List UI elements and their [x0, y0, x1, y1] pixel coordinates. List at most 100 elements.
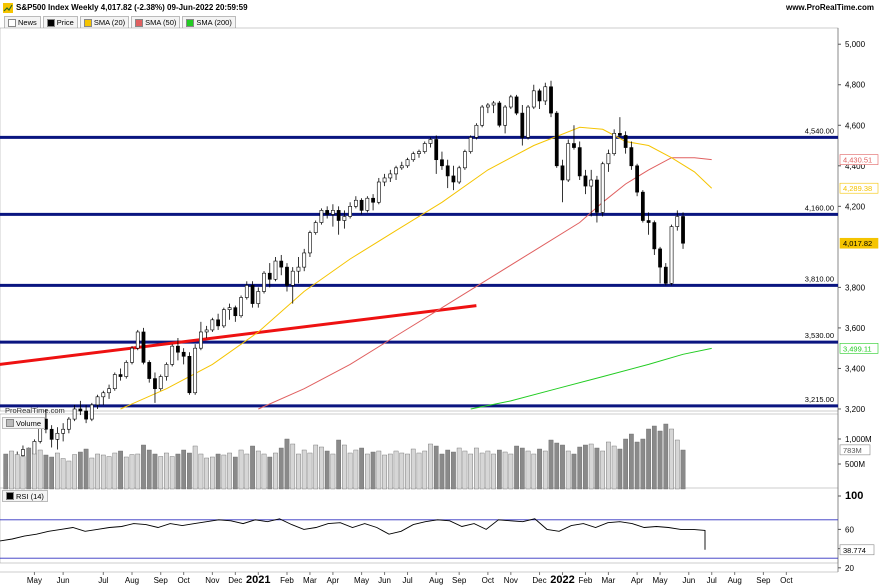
volume-bar	[141, 444, 146, 490]
candle-body	[566, 143, 571, 181]
volume-bar	[525, 450, 531, 490]
candle-body	[376, 181, 381, 203]
candle	[118, 368, 123, 381]
volume-bar	[3, 453, 9, 490]
volume-bar	[307, 452, 313, 490]
candle-body	[227, 307, 232, 310]
candle	[394, 165, 398, 180]
sma50-line	[258, 157, 712, 410]
volume-tick-label: 1,000M	[845, 435, 872, 444]
candle	[399, 161, 404, 170]
volume-bar	[583, 444, 588, 490]
candle	[101, 390, 106, 405]
candle-body	[675, 216, 680, 227]
volume-bar	[278, 447, 284, 490]
legend-swatch-icon	[8, 18, 16, 27]
candle-body	[130, 347, 134, 363]
candle-body	[600, 163, 605, 213]
volume-bar	[433, 445, 439, 490]
candle	[66, 417, 71, 434]
candle-body	[308, 232, 312, 254]
volume-bar	[588, 443, 594, 490]
candle-body	[331, 210, 335, 215]
volume-bar	[20, 456, 26, 490]
candle	[474, 123, 479, 140]
candle	[440, 151, 444, 170]
volume-bar	[273, 452, 278, 490]
volume-bar	[680, 449, 686, 490]
candle-body	[572, 143, 576, 148]
time-tick-label: Oct	[780, 576, 793, 585]
volume-bar	[169, 456, 175, 490]
volume-pane-label[interactable]: Volume	[2, 417, 46, 429]
candle	[158, 374, 163, 391]
candle	[537, 88, 542, 110]
volume-bar	[410, 448, 416, 490]
rsi-pane	[0, 487, 839, 564]
candle	[256, 287, 261, 308]
candle-body	[359, 199, 364, 211]
volume-bar	[43, 454, 49, 490]
candle	[675, 210, 680, 231]
time-tick-label: Dec	[228, 576, 242, 585]
candle	[658, 246, 662, 284]
rsi-pane-label[interactable]: RSI (14)	[2, 490, 48, 502]
candle-body	[72, 408, 77, 420]
site-url[interactable]: www.ProRealTime.com	[785, 3, 874, 12]
candle-body	[554, 112, 559, 167]
price-tick-label: 3,600	[845, 324, 866, 333]
candle-body	[577, 147, 582, 177]
volume-bar	[301, 449, 307, 490]
candle	[342, 210, 347, 229]
volume-bar	[261, 453, 267, 490]
candle-body	[107, 388, 111, 394]
time-tick-label: Nov	[504, 576, 518, 585]
volume-bar	[9, 450, 14, 490]
candle-body	[210, 319, 215, 331]
volume-bar	[296, 453, 301, 490]
candle-body	[158, 376, 163, 390]
volume-bar	[49, 456, 55, 490]
candle-body	[428, 139, 433, 144]
candle	[463, 149, 467, 170]
volume-bar	[456, 447, 462, 490]
time-tick-label: Aug	[429, 576, 443, 585]
candle	[554, 111, 559, 168]
time-tick-label: Sep	[452, 576, 467, 585]
rsi-badge	[839, 544, 875, 556]
legend-label: SMA (200)	[196, 18, 232, 27]
candle-body	[434, 139, 439, 161]
volume-bar	[89, 457, 95, 490]
candle	[221, 307, 226, 328]
candle	[497, 100, 502, 128]
candle-body	[135, 331, 140, 349]
volume-bar	[26, 447, 32, 490]
volume-bar	[422, 450, 428, 490]
legend-swatch-icon	[186, 18, 195, 27]
candle-body	[531, 90, 536, 108]
candle-body	[463, 151, 467, 169]
candle	[210, 317, 215, 332]
candle	[325, 206, 330, 219]
candle-body	[302, 252, 307, 268]
candle	[193, 344, 198, 395]
candle-body	[319, 210, 324, 223]
rsi-label: RSI (14)	[16, 491, 44, 501]
candle	[296, 256, 301, 284]
candle-body	[629, 147, 634, 167]
volume-bar	[376, 450, 382, 490]
volume-bar	[135, 453, 141, 490]
time-tick-label: Jun	[57, 576, 70, 585]
volume-bar	[364, 453, 370, 490]
time-tick-label: May	[653, 576, 668, 585]
time-tick-label: Mar	[303, 576, 317, 585]
candle	[371, 194, 375, 211]
candle	[629, 141, 634, 170]
volume-bar	[474, 447, 479, 490]
support-level-label: 4,160.00	[805, 203, 834, 212]
candle	[652, 220, 657, 255]
volume-bar	[491, 453, 496, 490]
candle	[124, 360, 129, 379]
candle	[95, 394, 100, 409]
